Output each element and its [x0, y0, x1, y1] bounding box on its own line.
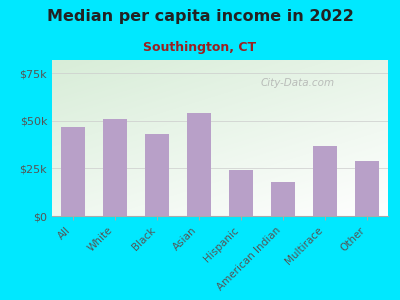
Bar [272, 182, 294, 216]
Bar [146, 134, 168, 216]
Bar [188, 113, 210, 216]
Bar [104, 119, 126, 216]
Bar [230, 170, 252, 216]
Text: Southington, CT: Southington, CT [144, 40, 256, 53]
Text: Median per capita income in 2022: Median per capita income in 2022 [46, 9, 354, 24]
Bar [314, 146, 336, 216]
Bar [356, 161, 378, 216]
Bar [62, 127, 84, 216]
Text: City-Data.com: City-Data.com [260, 78, 334, 88]
